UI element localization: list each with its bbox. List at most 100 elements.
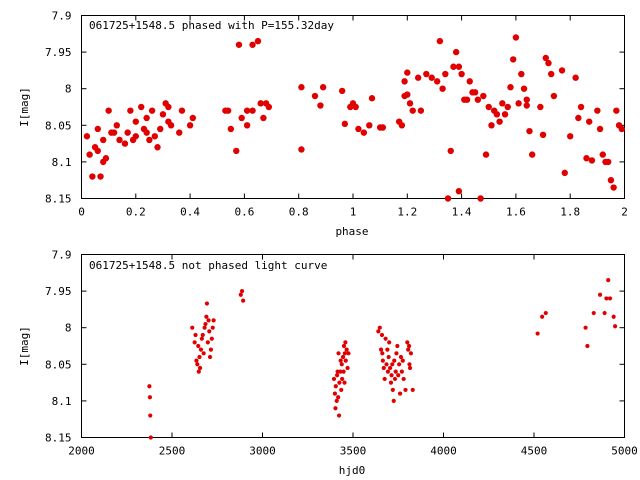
data-point — [260, 114, 267, 122]
data-point — [588, 157, 596, 164]
data-point — [610, 184, 617, 191]
data-point — [567, 133, 574, 140]
data-point — [409, 107, 416, 114]
data-point — [585, 343, 590, 349]
data-point — [471, 89, 479, 96]
data-point — [338, 358, 343, 363]
data-point — [395, 343, 400, 349]
data-point — [333, 384, 338, 389]
data-point — [224, 107, 232, 114]
x-tick-label: 2500 — [159, 445, 186, 458]
x-tick-label: 1 — [350, 206, 357, 219]
y-tick-label: 7.9 — [52, 10, 72, 23]
data-point — [504, 103, 511, 111]
data-point — [204, 301, 210, 306]
data-point — [334, 398, 339, 403]
data-point — [393, 369, 398, 374]
data-point — [132, 118, 139, 125]
data-point — [238, 114, 245, 122]
data-point — [539, 131, 547, 139]
data-point — [189, 114, 197, 122]
data-point — [339, 362, 344, 367]
data-point — [332, 391, 337, 396]
data-point — [342, 380, 347, 385]
data-point — [352, 103, 359, 111]
data-point — [345, 365, 350, 371]
data-point — [200, 332, 205, 338]
data-points — [147, 278, 618, 440]
data-point — [383, 336, 388, 341]
y-tick-label: 8 — [65, 322, 72, 335]
data-point — [97, 173, 104, 180]
data-point — [368, 95, 376, 102]
data-point — [343, 358, 348, 363]
data-point — [338, 87, 346, 95]
data-point — [390, 362, 395, 367]
data-point — [355, 125, 362, 133]
data-point — [407, 362, 412, 367]
chart-title: 061725+1548.5 not phased light curve — [89, 259, 327, 272]
data-point — [257, 100, 264, 107]
data-point — [344, 347, 349, 352]
axes-ticks: 2000 2500 3000 3500 4000 4500 5000 7.9 7.95 8 8.05… — [45, 249, 638, 458]
data-point — [405, 340, 410, 345]
data-point — [311, 92, 319, 100]
x-tick-label: 0.4 — [180, 206, 200, 219]
data-point — [439, 85, 446, 92]
data-point — [319, 84, 327, 91]
x-tick-label: 4500 — [521, 445, 548, 458]
data-point — [545, 59, 552, 67]
data-point — [509, 56, 517, 63]
data-point — [100, 136, 107, 144]
y-tick-label: 8.15 — [45, 432, 72, 445]
data-point — [401, 376, 406, 382]
data-point — [380, 358, 385, 363]
data-point — [618, 125, 625, 133]
data-point — [186, 122, 194, 129]
data-point — [528, 151, 536, 158]
data-point — [512, 34, 520, 41]
data-points — [83, 34, 625, 202]
data-point — [436, 37, 444, 45]
data-point — [360, 129, 368, 136]
data-point — [233, 147, 240, 155]
x-axis-label: hjd0 — [339, 464, 366, 477]
data-point — [583, 325, 588, 330]
data-point — [209, 336, 214, 341]
data-point — [143, 129, 150, 136]
data-point — [202, 325, 207, 330]
data-point — [157, 125, 164, 133]
y-tick-label: 8.05 — [45, 119, 72, 132]
data-point — [249, 41, 256, 48]
data-point — [204, 314, 209, 319]
data-point — [596, 125, 604, 133]
x-tick-label: 0.2 — [126, 206, 146, 219]
data-point — [477, 195, 484, 202]
data-point — [243, 107, 251, 114]
data-point — [607, 296, 613, 301]
data-point — [159, 111, 167, 118]
data-point — [116, 136, 123, 144]
data-point — [197, 354, 202, 360]
data-point — [379, 332, 385, 338]
data-point — [384, 362, 389, 367]
data-point — [337, 380, 342, 385]
data-point — [340, 376, 345, 382]
y-tick-label: 7.95 — [45, 285, 72, 298]
data-point — [147, 395, 153, 400]
x-tick-label: 2 — [621, 206, 628, 219]
data-point — [543, 310, 548, 316]
data-point — [414, 74, 422, 81]
data-point — [207, 354, 213, 360]
data-point — [89, 173, 96, 180]
phased-light-curve-plot: 061725+1548.5 phased with P=155.32day ph… — [18, 10, 628, 239]
data-point — [341, 369, 346, 374]
data-point — [561, 169, 568, 177]
data-point — [265, 103, 273, 111]
x-tick-label: 1.8 — [560, 206, 580, 219]
data-point — [336, 413, 342, 418]
data-point — [493, 111, 501, 118]
data-point — [392, 358, 397, 363]
data-point — [537, 103, 544, 111]
data-point — [83, 133, 91, 140]
